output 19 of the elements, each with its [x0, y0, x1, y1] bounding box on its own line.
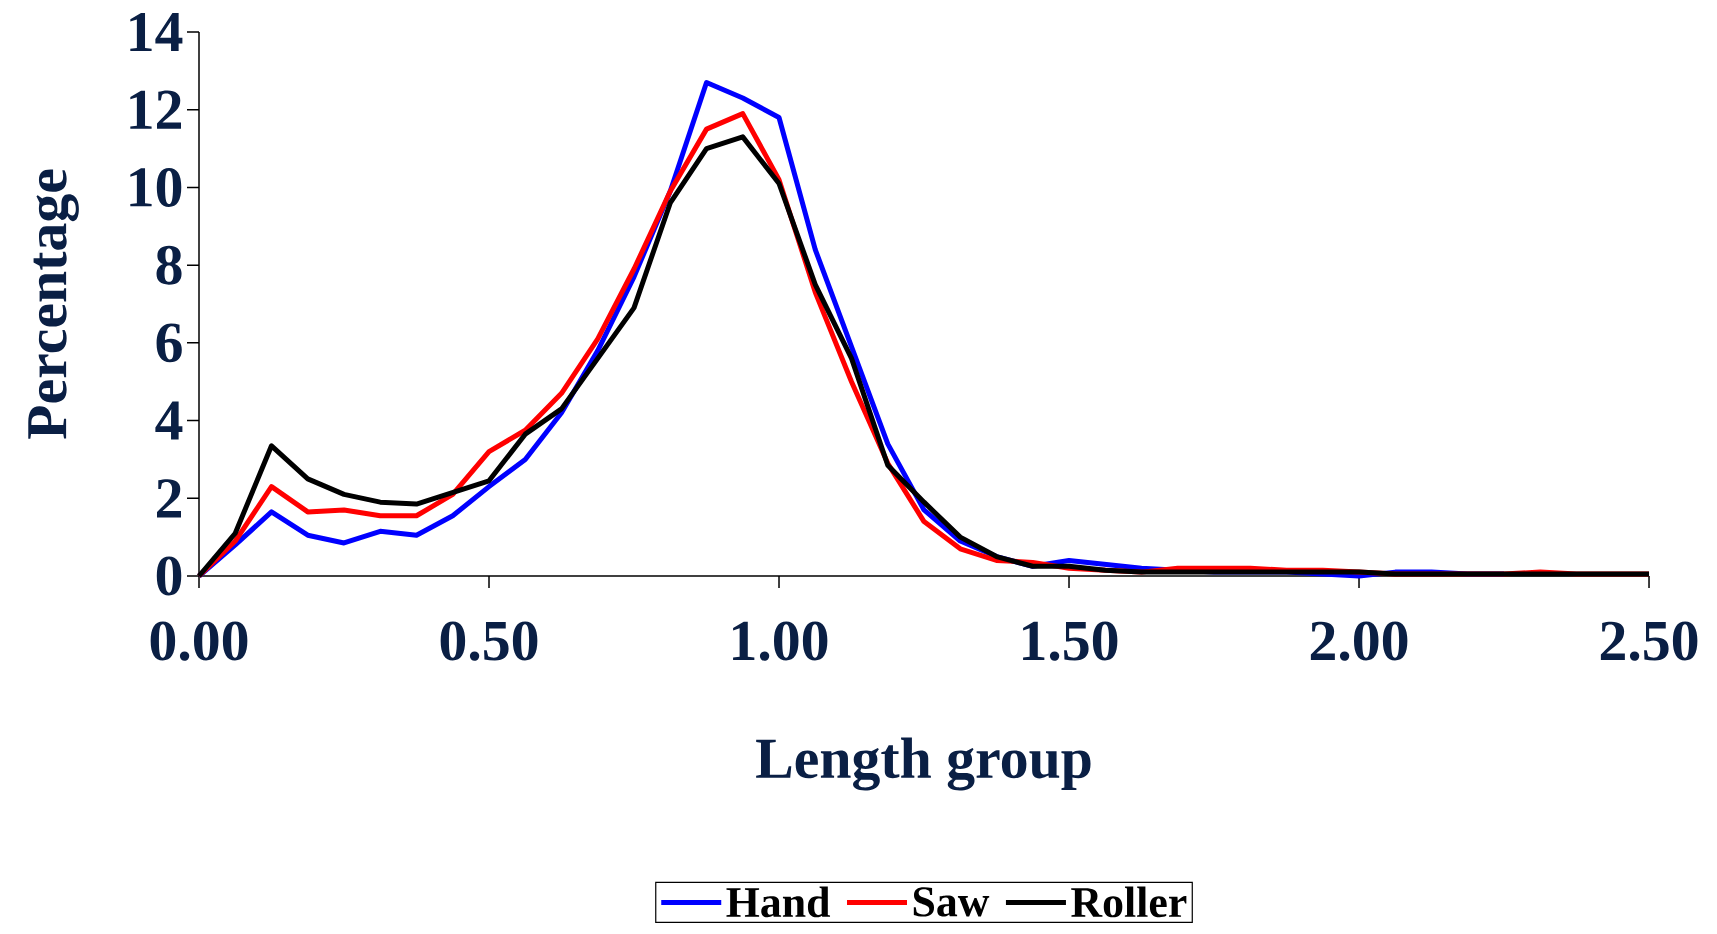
x-axis-title: Length group — [756, 737, 1091, 791]
x-tick-label: 1.50 — [1023, 621, 1118, 661]
x-tick-label: 0.00 — [150, 621, 248, 661]
y-tick-label: 2 — [157, 479, 181, 518]
y-tick-label: 12 — [130, 90, 181, 129]
x-tick-label: 2.50 — [1600, 621, 1698, 661]
y-tick-label: 14 — [130, 12, 183, 52]
legend-label: Saw — [913, 887, 990, 917]
y-tick-label: 4 — [155, 401, 183, 440]
x-tick-label: 2.00 — [1310, 621, 1408, 661]
legend-label: Roller — [1071, 886, 1187, 918]
x-tick-label: 0.50 — [440, 621, 538, 661]
y-tick-label: 0 — [156, 556, 182, 596]
y-tick-label: 10 — [130, 167, 182, 207]
y-tick-label: 6 — [156, 323, 182, 363]
y-axis-title: Percentage — [28, 169, 79, 439]
x-tick-label: 1.00 — [733, 621, 828, 661]
y-tick-label: 8 — [156, 245, 182, 285]
legend-label: Hand — [726, 886, 831, 918]
